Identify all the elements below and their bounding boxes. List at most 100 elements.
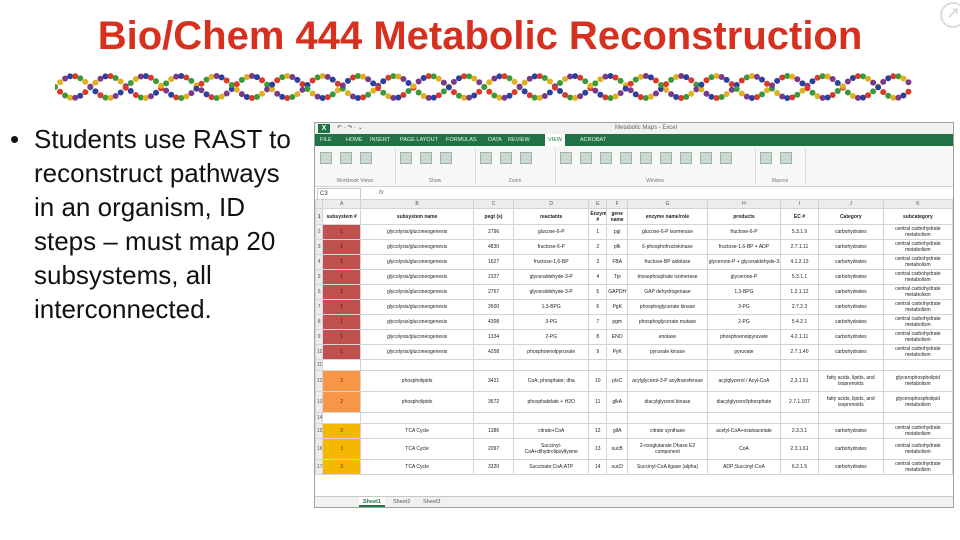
table-cell[interactable]: [322, 412, 362, 424]
table-cell[interactable]: pyruvate kinase: [627, 344, 708, 360]
table-cell[interactable]: 2.3.3.1: [780, 423, 819, 439]
table-cell[interactable]: glycolysis/gluconeogenesis: [360, 254, 475, 270]
sheet-tab-sheet1[interactable]: Sheet1: [359, 497, 386, 507]
table-cell[interactable]: [322, 359, 362, 371]
table-cell[interactable]: 1: [322, 254, 362, 270]
table-cell[interactable]: 4.2.1.11: [780, 329, 819, 345]
column-header[interactable]: C: [473, 199, 514, 209]
table-cell[interactable]: carbohydrates: [817, 329, 884, 345]
table-cell[interactable]: carbohydrates: [817, 239, 884, 255]
tab-file[interactable]: FILE: [320, 137, 332, 143]
table-cell[interactable]: central carbohydrate metabolism: [882, 224, 953, 240]
table-cell[interactable]: carbohydrates: [817, 299, 884, 315]
table-cell[interactable]: 3672: [473, 391, 514, 413]
table-cell[interactable]: 3: [322, 459, 362, 475]
row-header[interactable]: 15: [315, 423, 324, 439]
ribbon-button-icon[interactable]: [420, 152, 432, 164]
table-cell[interactable]: [512, 412, 590, 424]
table-cell[interactable]: [817, 359, 884, 371]
table-header-cell[interactable]: enzyme name/role: [627, 208, 708, 225]
table-cell[interactable]: central carbohydrate metabolism: [882, 284, 953, 300]
table-cell[interactable]: 2.7.1.40: [780, 344, 819, 360]
ribbon-button-icon[interactable]: [340, 152, 352, 164]
table-header-cell[interactable]: EC #: [780, 208, 819, 225]
table-cell[interactable]: central carbohydrate metabolism: [882, 239, 953, 255]
table-cell[interactable]: glycolysis/gluconeogenesis: [360, 344, 475, 360]
ribbon-button-icon[interactable]: [400, 152, 412, 164]
table-cell[interactable]: 3500: [473, 299, 514, 315]
table-cell[interactable]: sucB: [606, 438, 629, 460]
tab-page-layout[interactable]: PAGE LAYOUT: [400, 137, 439, 143]
table-header-cell[interactable]: Enzyme #: [588, 208, 608, 225]
table-cell[interactable]: pgi: [606, 224, 629, 240]
table-cell[interactable]: phosphoglycerate mutase: [627, 314, 708, 330]
table-cell[interactable]: fructose-6-P: [706, 224, 782, 240]
table-cell[interactable]: central carbohydrate metabolism: [882, 269, 953, 285]
row-header[interactable]: 10: [315, 344, 324, 360]
table-cell[interactable]: [780, 412, 819, 424]
table-cell[interactable]: 1: [322, 239, 362, 255]
table-cell[interactable]: [360, 412, 475, 424]
table-cell[interactable]: phospholipids: [360, 370, 475, 392]
table-cell[interactable]: pfk: [606, 239, 629, 255]
table-cell[interactable]: central carbohydrate metabolism: [882, 329, 953, 345]
table-cell[interactable]: 1: [322, 299, 362, 315]
table-cell[interactable]: glyceraldehyde-3-P: [512, 284, 590, 300]
ribbon-button-icon[interactable]: [480, 152, 492, 164]
table-cell[interactable]: glycolysis/gluconeogenesis: [360, 329, 475, 345]
table-cell[interactable]: carbohydrates: [817, 269, 884, 285]
table-cell[interactable]: 11: [588, 391, 608, 413]
table-cell[interactable]: carbohydrates: [817, 438, 884, 460]
tab-data[interactable]: DATA: [488, 137, 502, 143]
table-header-cell[interactable]: pegt (s): [473, 208, 514, 225]
column-header[interactable]: D: [512, 199, 590, 209]
table-cell[interactable]: Succinyl-CoA ligase (alpha): [627, 459, 708, 475]
ribbon-button-icon[interactable]: [660, 152, 672, 164]
table-cell[interactable]: 2.7.1.11: [780, 239, 819, 255]
table-cell[interactable]: 1386: [473, 423, 514, 439]
row-header[interactable]: 2: [315, 224, 324, 240]
sheet-tab-sheet3[interactable]: Sheet3: [423, 499, 441, 505]
row-header[interactable]: 16: [315, 438, 324, 460]
table-cell[interactable]: [606, 359, 629, 371]
table-cell[interactable]: PgK: [606, 299, 629, 315]
table-cell[interactable]: CoA; phosphate; dha: [512, 370, 590, 392]
table-header-cell[interactable]: subsystem name: [360, 208, 475, 225]
table-cell[interactable]: 2-oxoglutarate Dhase E2 component: [627, 438, 708, 460]
table-cell[interactable]: phosphoenolpyruvate: [706, 329, 782, 345]
table-cell[interactable]: 1: [322, 314, 362, 330]
table-cell[interactable]: 2796: [473, 224, 514, 240]
table-cell[interactable]: 5.3.1.1: [780, 269, 819, 285]
table-cell[interactable]: sucD: [606, 459, 629, 475]
table-cell[interactable]: 3-PG: [706, 299, 782, 315]
table-cell[interactable]: 2767: [473, 284, 514, 300]
table-cell[interactable]: glycolysis/gluconeogenesis: [360, 284, 475, 300]
ribbon-button-icon[interactable]: [620, 152, 632, 164]
table-cell[interactable]: [706, 412, 782, 424]
table-cell[interactable]: glycolysis/gluconeogenesis: [360, 314, 475, 330]
table-cell[interactable]: 6.2.1.5: [780, 459, 819, 475]
ribbon-button-icon[interactable]: [760, 152, 772, 164]
table-cell[interactable]: 4258: [473, 344, 514, 360]
table-cell[interactable]: [817, 412, 884, 424]
table-cell[interactable]: carbohydrates: [817, 314, 884, 330]
table-cell[interactable]: 4308: [473, 314, 514, 330]
table-cell[interactable]: 2.3.1.51: [780, 370, 819, 392]
table-cell[interactable]: 1: [322, 344, 362, 360]
row-header[interactable]: 11: [315, 359, 324, 371]
table-cell[interactable]: central carbohydrate metabolism: [882, 254, 953, 270]
table-cell[interactable]: 4830: [473, 239, 514, 255]
tab-formulas[interactable]: FORMULAS: [446, 137, 477, 143]
table-cell[interactable]: 12: [588, 423, 608, 439]
table-cell[interactable]: [882, 412, 953, 424]
table-cell[interactable]: 7: [588, 314, 608, 330]
table-header-cell[interactable]: gene name: [606, 208, 629, 225]
table-cell[interactable]: 1.2.1.12: [780, 284, 819, 300]
table-cell[interactable]: 6-phosphofructokinase: [627, 239, 708, 255]
table-cell[interactable]: central carbohydrate metabolism: [882, 344, 953, 360]
table-header-cell[interactable]: Category: [817, 208, 884, 225]
table-cell[interactable]: TCA Cycle: [360, 423, 475, 439]
row-header[interactable]: 12: [315, 370, 324, 392]
column-header[interactable]: A: [322, 199, 362, 209]
table-cell[interactable]: carbohydrates: [817, 344, 884, 360]
